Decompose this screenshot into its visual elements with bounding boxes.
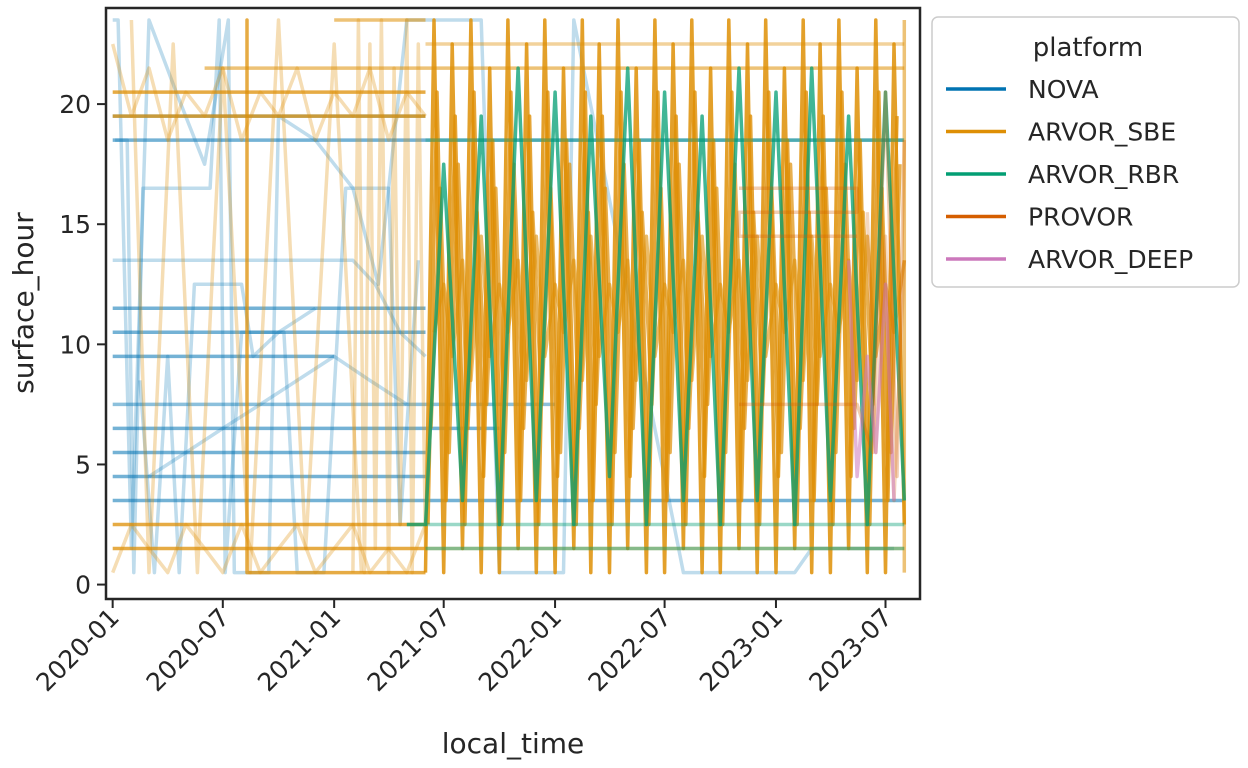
y-tick-label-4: 20	[59, 90, 91, 119]
x-tick-label-0: 2020-01	[31, 603, 125, 697]
x-tick-label-4: 2022-01	[473, 603, 567, 697]
legend-entries: NOVA ARVOR_SBE ARVOR_RBR PROVOR ARVOR_DEEP	[946, 75, 1193, 274]
series-line-arvor-sbe-15	[111, 43, 427, 142]
series-line-provor-37	[737, 186, 859, 238]
legend-label-arvor-sbe: ARVOR_SBE	[1028, 118, 1176, 147]
series-line-arvor-deep-40	[846, 260, 896, 501]
y-tick-label-1: 5	[75, 450, 91, 479]
legend-label-provor: PROVOR	[1028, 203, 1133, 232]
x-tick-label-2: 2021-01	[252, 603, 346, 697]
series-line-nova-2	[112, 258, 427, 358]
legend-title: platform	[1033, 33, 1143, 63]
series-line-arvor-rbr-33	[406, 66, 907, 527]
series-layer	[111, 18, 907, 575]
x-axis-label: local_time	[442, 727, 585, 760]
series-line-nova-3	[148, 354, 408, 478]
x-tick-label-6: 2023-01	[694, 603, 788, 697]
x-tick-label-5: 2022-07	[582, 603, 676, 697]
y-axis: 0 5 10 15 20	[59, 90, 106, 600]
y-axis-label: surface_hour	[7, 212, 40, 394]
plot-frame	[104, 6, 922, 601]
legend-frame	[931, 16, 1240, 288]
legend: platform NOVA ARVOR_SBE ARVOR_RBR PROVOR ARV…	[931, 16, 1240, 288]
series-line-arvor-sbe-31	[129, 18, 364, 575]
y-tick-label-3: 15	[59, 210, 91, 239]
series-line-provor-39	[865, 212, 907, 503]
series-line-provor-38	[739, 90, 907, 479]
x-tick-label-7: 2023-07	[803, 603, 897, 697]
series-line-arvor-sbe-30	[351, 18, 428, 575]
legend-label-nova: NOVA	[1028, 75, 1099, 104]
y-tick-label-2: 10	[59, 330, 91, 359]
legend-label-arvor-rbr: ARVOR_RBR	[1028, 160, 1179, 189]
legend-label-arvor-deep: ARVOR_DEEP	[1028, 245, 1193, 274]
x-tick-label-1: 2020-07	[141, 603, 235, 697]
x-tick-label-3: 2021-07	[362, 603, 456, 697]
y-tick-label-0: 0	[75, 571, 91, 600]
series-line-arvor-sbe-29	[432, 234, 907, 383]
x-axis: 2020-01 2020-07 2021-01 2021-07 2022-01 2022-…	[31, 599, 898, 697]
series-line-arvor-sbe-21	[245, 18, 426, 575]
series-line-nova-0	[112, 18, 894, 575]
series-line-arvor-sbe-16	[111, 522, 428, 575]
